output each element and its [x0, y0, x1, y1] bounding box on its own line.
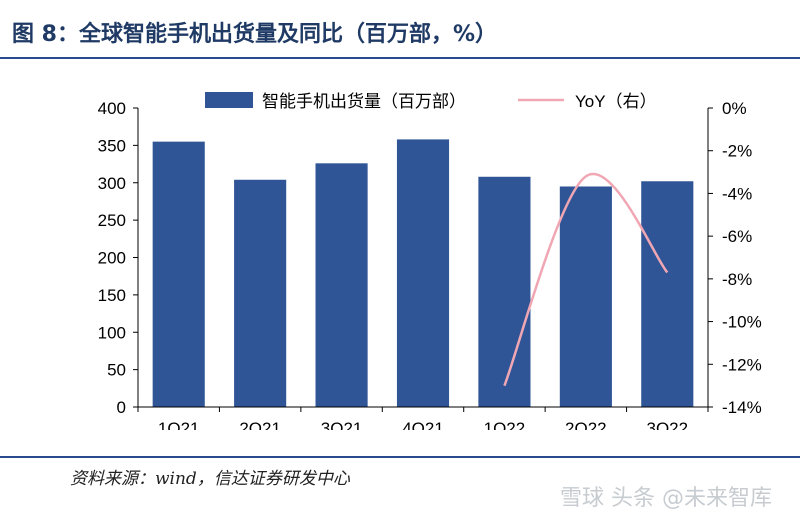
x-tick-label: 1Q21	[158, 419, 200, 430]
right-tick-label: -14%	[722, 398, 762, 417]
figure-header: 图 8：全球智能手机出货量及同比（百万部，%）	[0, 0, 800, 60]
left-tick-label: 50	[107, 361, 126, 380]
bar-2Q22	[559, 186, 612, 407]
bar-3Q21	[315, 163, 368, 407]
chart-svg: 智能手机出货量（百万部） YoY（右） 0 50 100 150 200 250 300 350…	[98, 92, 762, 430]
x-tick-label: 1Q22	[484, 419, 526, 430]
right-tick-label: -10%	[722, 313, 762, 332]
right-axis: 0% -2% -4% -6% -8% -10% -12% -14%	[707, 99, 762, 417]
bar-series	[152, 139, 694, 407]
left-tick-label: 350	[98, 136, 126, 155]
left-tick-label: 200	[98, 249, 126, 268]
x-tick-label: 3Q21	[321, 419, 363, 430]
left-axis: 0 50 100 150 200 250 300 350 400	[98, 99, 139, 417]
x-tick-label: 2Q21	[239, 419, 281, 430]
bar-4Q21	[396, 139, 450, 407]
title-divider	[0, 57, 800, 59]
source-divider	[0, 456, 800, 458]
right-tick-label: -8%	[722, 270, 752, 289]
watermark: 雪球 头条 @未来智库	[560, 486, 772, 511]
yoy-line	[503, 172, 669, 387]
figure-title: 图 8：全球智能手机出货量及同比（百万部，%）	[12, 22, 498, 47]
legend-line-label: YoY（右）	[575, 92, 657, 111]
bar-3Q22	[641, 181, 694, 407]
bar-2Q21	[234, 179, 287, 407]
right-tick-label: -2%	[722, 142, 752, 161]
x-tick-label: 2Q22	[565, 419, 607, 430]
bar-1Q21	[152, 141, 205, 407]
yoy-line-series	[503, 172, 669, 387]
right-tick-label: 0%	[722, 99, 747, 118]
left-tick-label: 250	[98, 211, 126, 230]
legend-bar-label: 智能手机出货量（百万部）	[262, 92, 466, 111]
x-axis: 1Q21 2Q21 3Q21 4Q21 1Q22 2Q22 3Q22	[137, 406, 709, 430]
bar-1Q22	[478, 176, 531, 407]
source-note: 资料来源：wind，信达证券研发中心	[70, 469, 350, 489]
x-tick-label: 4Q21	[402, 419, 444, 430]
left-tick-label: 0	[117, 398, 126, 417]
right-tick-label: -4%	[722, 184, 752, 203]
left-tick-label: 100	[98, 323, 126, 342]
x-tick-label: 3Q22	[646, 419, 688, 430]
legend-bar-swatch	[205, 92, 253, 108]
left-tick-label: 300	[98, 174, 126, 193]
right-tick-label: -6%	[722, 227, 752, 246]
right-tick-label: -12%	[722, 355, 762, 374]
left-tick-label: 400	[98, 99, 126, 118]
left-tick-label: 150	[98, 286, 126, 305]
legend: 智能手机出货量（百万部） YoY（右）	[205, 92, 657, 111]
